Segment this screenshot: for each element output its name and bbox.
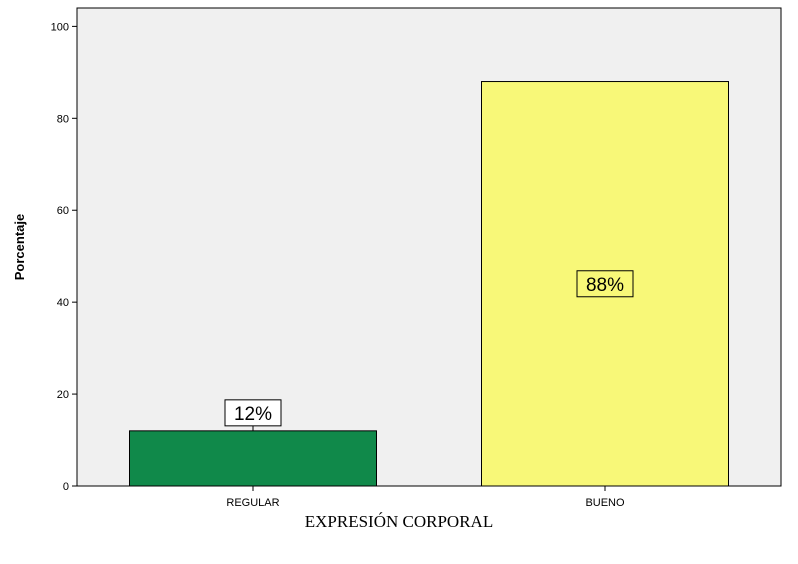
y-axis-label: Porcentaje — [12, 214, 27, 280]
x-axis-categories: REGULAR BUENO — [226, 486, 625, 509]
data-label-box — [224, 399, 282, 427]
bars: 12% 88% — [129, 81, 729, 487]
y-tick-label: 40 — [57, 297, 69, 309]
bar-regular — [129, 430, 377, 487]
y-tick-label: 60 — [57, 205, 69, 217]
y-tick-label: 80 — [57, 113, 69, 125]
y-tick-label: 100 — [51, 21, 69, 33]
y-axis-ticks: 0 20 40 60 80 100 — [51, 21, 77, 493]
x-category-label: BUENO — [585, 497, 625, 509]
y-tick-label: 20 — [57, 389, 69, 401]
x-category-label: REGULAR — [226, 497, 279, 509]
x-axis-label: EXPRESIÓN CORPORAL — [304, 512, 494, 531]
y-tick-label: 0 — [63, 481, 69, 493]
data-label: 88% — [586, 275, 624, 296]
data-label-box — [576, 270, 634, 298]
data-label: 12% — [234, 404, 272, 425]
